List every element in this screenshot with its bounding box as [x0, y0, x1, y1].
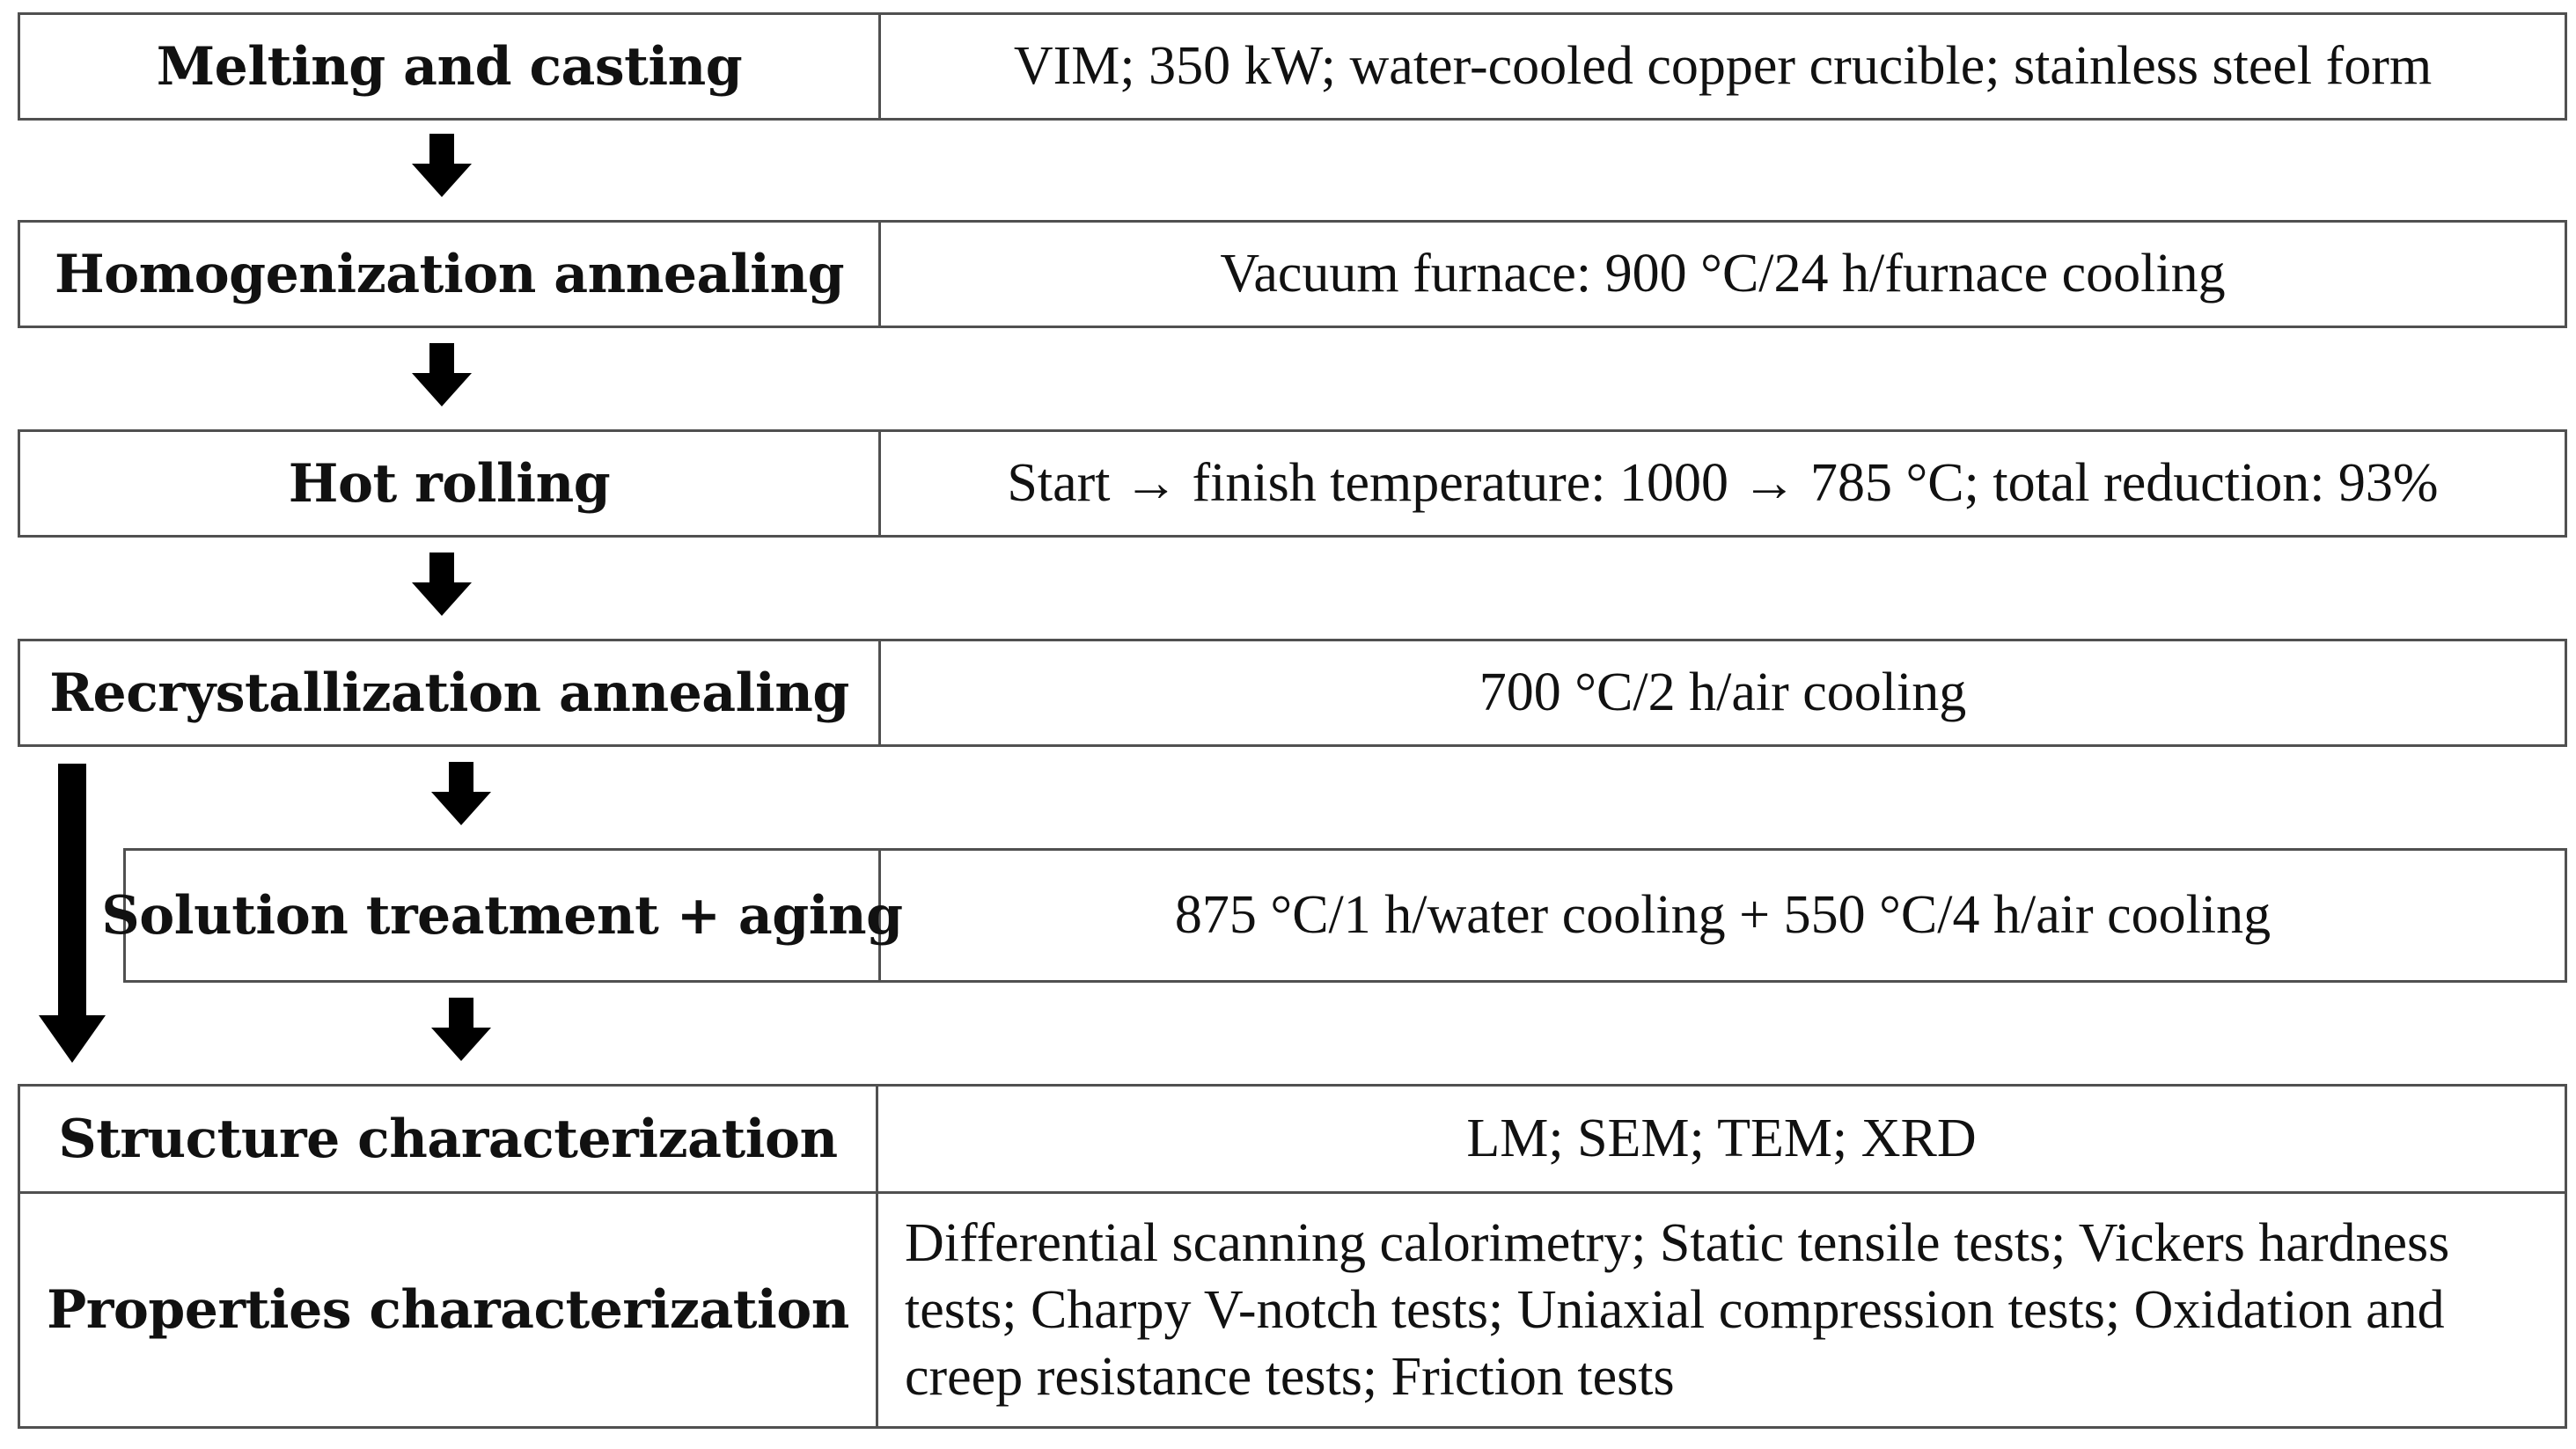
step-label: Homogenization annealing [20, 223, 881, 326]
structure-characterization-row: Structure characterization LM; SEM; TEM;… [20, 1087, 2565, 1191]
step-description: 875 °C/1 h/water cooling + 550 °C/4 h/ai… [1174, 885, 2271, 945]
step-label: Solution treatment + aging [101, 851, 903, 980]
step-description: Vacuum furnace: 900 °C/24 h/furnace cool… [1220, 244, 2226, 304]
step-recrystallization-annealing: Recrystallization annealing 700 °C/2 h/a… [18, 639, 2567, 747]
row-description: LM; SEM; TEM; XRD [1466, 1109, 1977, 1168]
step-label: Hot rolling [20, 432, 881, 535]
row-label: Structure characterization [20, 1087, 878, 1191]
down-arrow-icon [412, 553, 472, 616]
down-arrow-icon [412, 343, 472, 406]
down-arrow-icon [412, 134, 472, 197]
step-label: Recrystallization annealing [20, 641, 881, 744]
step-melting-casting: Melting and casting VIM; 350 kW; water-c… [18, 12, 2567, 121]
step-description: VIM; 350 kW; water-cooled copper crucibl… [1013, 36, 2433, 96]
step-label: Melting and casting [20, 15, 881, 118]
characterization-table: Structure characterization LM; SEM; TEM;… [18, 1084, 2567, 1429]
bypass-arrow-icon [39, 764, 106, 1063]
step-homogenization-annealing: Homogenization annealing Vacuum furnace:… [18, 220, 2567, 328]
down-arrow-icon [431, 762, 491, 825]
row-description: Differential scanning calorimetry; Stati… [905, 1213, 2450, 1407]
step-hot-rolling: Hot rolling Start → finish temperature: … [18, 429, 2567, 538]
step-description: Start → finish temperature: 1000 → 785 °… [1007, 453, 2439, 513]
properties-characterization-row: Properties characterization Differential… [20, 1191, 2565, 1426]
down-arrow-icon [431, 998, 491, 1061]
step-solution-treatment-aging: Solution treatment + aging 875 °C/1 h/wa… [101, 848, 2567, 983]
row-label: Properties characterization [20, 1194, 878, 1426]
step-description: 700 °C/2 h/air cooling [1479, 662, 1967, 722]
